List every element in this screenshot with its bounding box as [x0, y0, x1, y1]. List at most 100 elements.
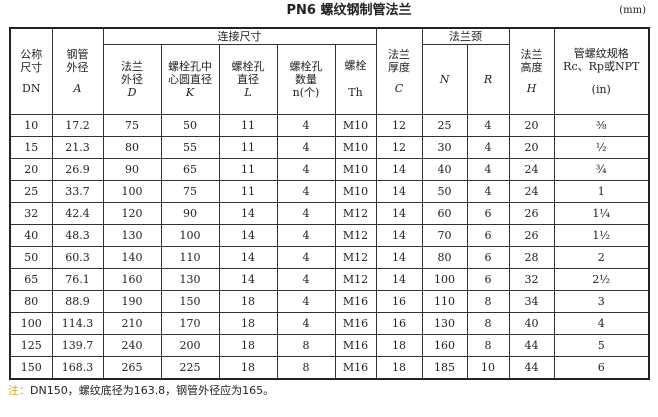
table-cell: 1¼: [553, 201, 650, 225]
table-cell: M16: [334, 311, 377, 335]
table-row: 65 76.1 160 130 14 4 M12 14 100 6 32 2½: [9, 267, 650, 291]
table-cell: 4: [466, 179, 510, 203]
header-a: 钢管外径 A: [51, 27, 104, 115]
table-cell: 100: [160, 223, 220, 247]
table-cell: 4: [276, 245, 336, 269]
table-cell: 110: [421, 289, 468, 313]
table-cell: 18: [218, 333, 278, 357]
table-cell: 160: [421, 333, 468, 357]
table-cell: 26: [508, 201, 555, 225]
table-cell: 130: [102, 223, 162, 247]
table-cell: 10: [9, 113, 53, 137]
table-cell: 16: [375, 311, 423, 335]
table-cell: 44: [508, 333, 555, 357]
table-cell: 8: [276, 333, 336, 357]
table-cell: 120: [102, 201, 162, 225]
table-cell: 14: [375, 179, 423, 203]
table-cell: 240: [102, 333, 162, 357]
table-cell: M10: [334, 135, 377, 159]
header-d: 法兰外径 D: [102, 43, 162, 115]
table-cell: 14: [375, 223, 423, 247]
table-cell: 90: [160, 201, 220, 225]
table-cell: 18: [218, 311, 278, 335]
flange-table: 公称尺寸 DN 钢管外径 A 连接尺寸 法兰厚度 C 法兰颈 法兰高度 H 管螺纹规格 …: [9, 27, 650, 380]
table-cell: 25: [9, 179, 53, 203]
unit-label: (mm): [619, 5, 646, 16]
table-cell: 14: [218, 201, 278, 225]
table-cell: 6: [466, 223, 510, 247]
table-cell: 4: [276, 289, 336, 313]
table-cell: 60.3: [51, 245, 104, 269]
table-cell: 16: [375, 289, 423, 313]
table-cell: 80: [421, 245, 468, 269]
table-row: 50 60.3 140 110 14 4 M12 14 80 6 28 2: [9, 245, 650, 269]
table-cell: 14: [218, 245, 278, 269]
table-cell: 33.7: [51, 179, 104, 203]
table-cell: 6: [466, 201, 510, 225]
table-cell: 190: [102, 289, 162, 313]
table-cell: ½: [553, 135, 650, 159]
table-row: 15 21.3 80 55 11 4 M10 12 30 4 20 ½: [9, 135, 650, 159]
table-cell: 125: [9, 333, 53, 357]
table-cell: 26: [508, 223, 555, 247]
table-row: 32 42.4 120 90 14 4 M12 14 60 6 26 1¼: [9, 201, 650, 225]
table-cell: 139.7: [51, 333, 104, 357]
table-cell: M12: [334, 245, 377, 269]
table-cell: 4: [466, 113, 510, 137]
table-cell: 88.9: [51, 289, 104, 313]
table-cell: 2½: [553, 267, 650, 291]
table-cell: 8: [276, 355, 336, 379]
table-cell: 150: [9, 355, 53, 379]
header-c: 法兰厚度 C: [375, 27, 423, 115]
table-cell: 100: [102, 179, 162, 203]
header-n-neck: N: [421, 43, 468, 115]
table-cell: 150: [160, 289, 220, 313]
table-cell: 18: [375, 355, 423, 379]
table-cell: 185: [421, 355, 468, 379]
page-title: PN6 螺纹钢制管法兰: [286, 3, 412, 18]
table-cell: 168.3: [51, 355, 104, 379]
table-cell: 114.3: [51, 311, 104, 335]
table-cell: 75: [160, 179, 220, 203]
table-cell: 55: [160, 135, 220, 159]
table-cell: 140: [102, 245, 162, 269]
table-cell: 90: [102, 157, 162, 181]
table-cell: 210: [102, 311, 162, 335]
table-cell: M10: [334, 113, 377, 137]
table-cell: 4: [466, 135, 510, 159]
table-cell: 48.3: [51, 223, 104, 247]
table-cell: 225: [160, 355, 220, 379]
table-cell: 60: [421, 201, 468, 225]
table-row: 10 17.2 75 50 11 4 M10 12 25 4 20 ⅜: [9, 113, 650, 137]
table-row: 25 33.7 100 75 11 4 M10 14 50 4 24 1: [9, 179, 650, 203]
header-connection: 连接尺寸: [102, 27, 377, 45]
table-cell: 11: [218, 179, 278, 203]
table-cell: 18: [218, 355, 278, 379]
table-cell: 20: [508, 113, 555, 137]
table-cell: 11: [218, 157, 278, 181]
table-cell: 200: [160, 333, 220, 357]
table-cell: 42.4: [51, 201, 104, 225]
table-cell: 40: [421, 157, 468, 181]
table-cell: 65: [160, 157, 220, 181]
table-row: 150 168.3 265 225 18 8 M16 18 185 10 44 6: [9, 355, 650, 379]
header-n: 螺栓孔数量 n(个): [276, 43, 336, 115]
table-cell: 3: [553, 289, 650, 313]
table-cell: 14: [375, 157, 423, 181]
table-cell: M12: [334, 223, 377, 247]
table-cell: 50: [421, 179, 468, 203]
table-cell: 4: [276, 157, 336, 181]
table-cell: ⅜: [553, 113, 650, 137]
table-cell: 265: [102, 355, 162, 379]
table-cell: 20: [508, 135, 555, 159]
table-cell: 34: [508, 289, 555, 313]
table-cell: 70: [421, 223, 468, 247]
table-cell: 4: [276, 267, 336, 291]
table-cell: 100: [421, 267, 468, 291]
table-cell: M16: [334, 355, 377, 379]
table-cell: 1½: [553, 223, 650, 247]
table-cell: ¾: [553, 157, 650, 181]
table-cell: 15: [9, 135, 53, 159]
table-cell: 100: [9, 311, 53, 335]
table-cell: 24: [508, 179, 555, 203]
